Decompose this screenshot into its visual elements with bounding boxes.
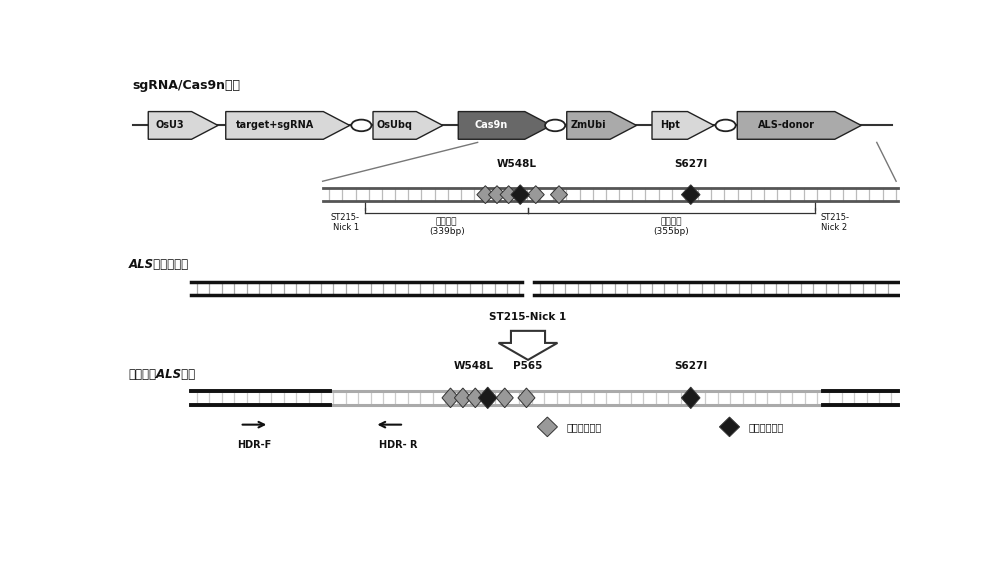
- Text: 右同源臂
(355bp): 右同源臂 (355bp): [654, 217, 689, 237]
- Text: OsUbq: OsUbq: [377, 121, 413, 130]
- Text: S627I: S627I: [674, 361, 707, 371]
- Polygon shape: [567, 111, 637, 139]
- Text: ALS-donor: ALS-donor: [758, 121, 815, 130]
- Text: Hpt: Hpt: [660, 121, 680, 130]
- Polygon shape: [527, 186, 544, 204]
- Polygon shape: [499, 331, 557, 360]
- Text: ZmUbi: ZmUbi: [571, 121, 606, 130]
- Polygon shape: [478, 387, 497, 408]
- Text: W548L: W548L: [496, 159, 536, 169]
- Polygon shape: [458, 111, 551, 139]
- Text: sgRNA/Cas9n载体: sgRNA/Cas9n载体: [133, 79, 241, 92]
- Polygon shape: [512, 186, 529, 204]
- Text: S627I: S627I: [674, 159, 707, 169]
- Polygon shape: [477, 186, 494, 204]
- Circle shape: [545, 119, 565, 131]
- Polygon shape: [488, 186, 506, 204]
- Polygon shape: [737, 111, 861, 139]
- Text: ST215-
Nick 2: ST215- Nick 2: [821, 212, 850, 232]
- Polygon shape: [518, 388, 535, 408]
- Polygon shape: [681, 185, 700, 205]
- Polygon shape: [719, 417, 740, 437]
- Text: HDR-F: HDR-F: [237, 440, 272, 450]
- Polygon shape: [550, 186, 568, 204]
- Polygon shape: [537, 417, 557, 437]
- Polygon shape: [467, 388, 484, 408]
- Polygon shape: [479, 388, 496, 408]
- Circle shape: [716, 119, 736, 131]
- Polygon shape: [500, 186, 517, 204]
- Text: Cas9n: Cas9n: [475, 121, 508, 130]
- Text: 左同源臂
(339bp): 左同源臂 (339bp): [429, 217, 464, 237]
- Polygon shape: [496, 388, 513, 408]
- Text: OsU3: OsU3: [156, 121, 184, 130]
- Polygon shape: [454, 388, 471, 408]
- Text: target+sgRNA: target+sgRNA: [235, 121, 314, 130]
- Polygon shape: [681, 387, 700, 408]
- Text: 替换后的ALS序列: 替换后的ALS序列: [129, 368, 196, 380]
- Polygon shape: [511, 185, 530, 205]
- Text: HDR- R: HDR- R: [379, 440, 417, 450]
- Polygon shape: [373, 111, 443, 139]
- Text: ST215-
Nick 1: ST215- Nick 1: [330, 212, 359, 232]
- Text: W548L: W548L: [454, 361, 494, 371]
- Text: P565: P565: [513, 361, 543, 371]
- Polygon shape: [652, 111, 714, 139]
- Polygon shape: [442, 388, 459, 408]
- Text: 同义突变位点: 同义突变位点: [567, 422, 602, 432]
- Polygon shape: [226, 111, 350, 139]
- Text: ALS基因组序列: ALS基因组序列: [129, 258, 189, 271]
- Polygon shape: [148, 111, 218, 139]
- Text: ST215-Nick 1: ST215-Nick 1: [489, 311, 567, 322]
- Circle shape: [351, 119, 371, 131]
- Text: 功能突变位点: 功能突变位点: [749, 422, 784, 432]
